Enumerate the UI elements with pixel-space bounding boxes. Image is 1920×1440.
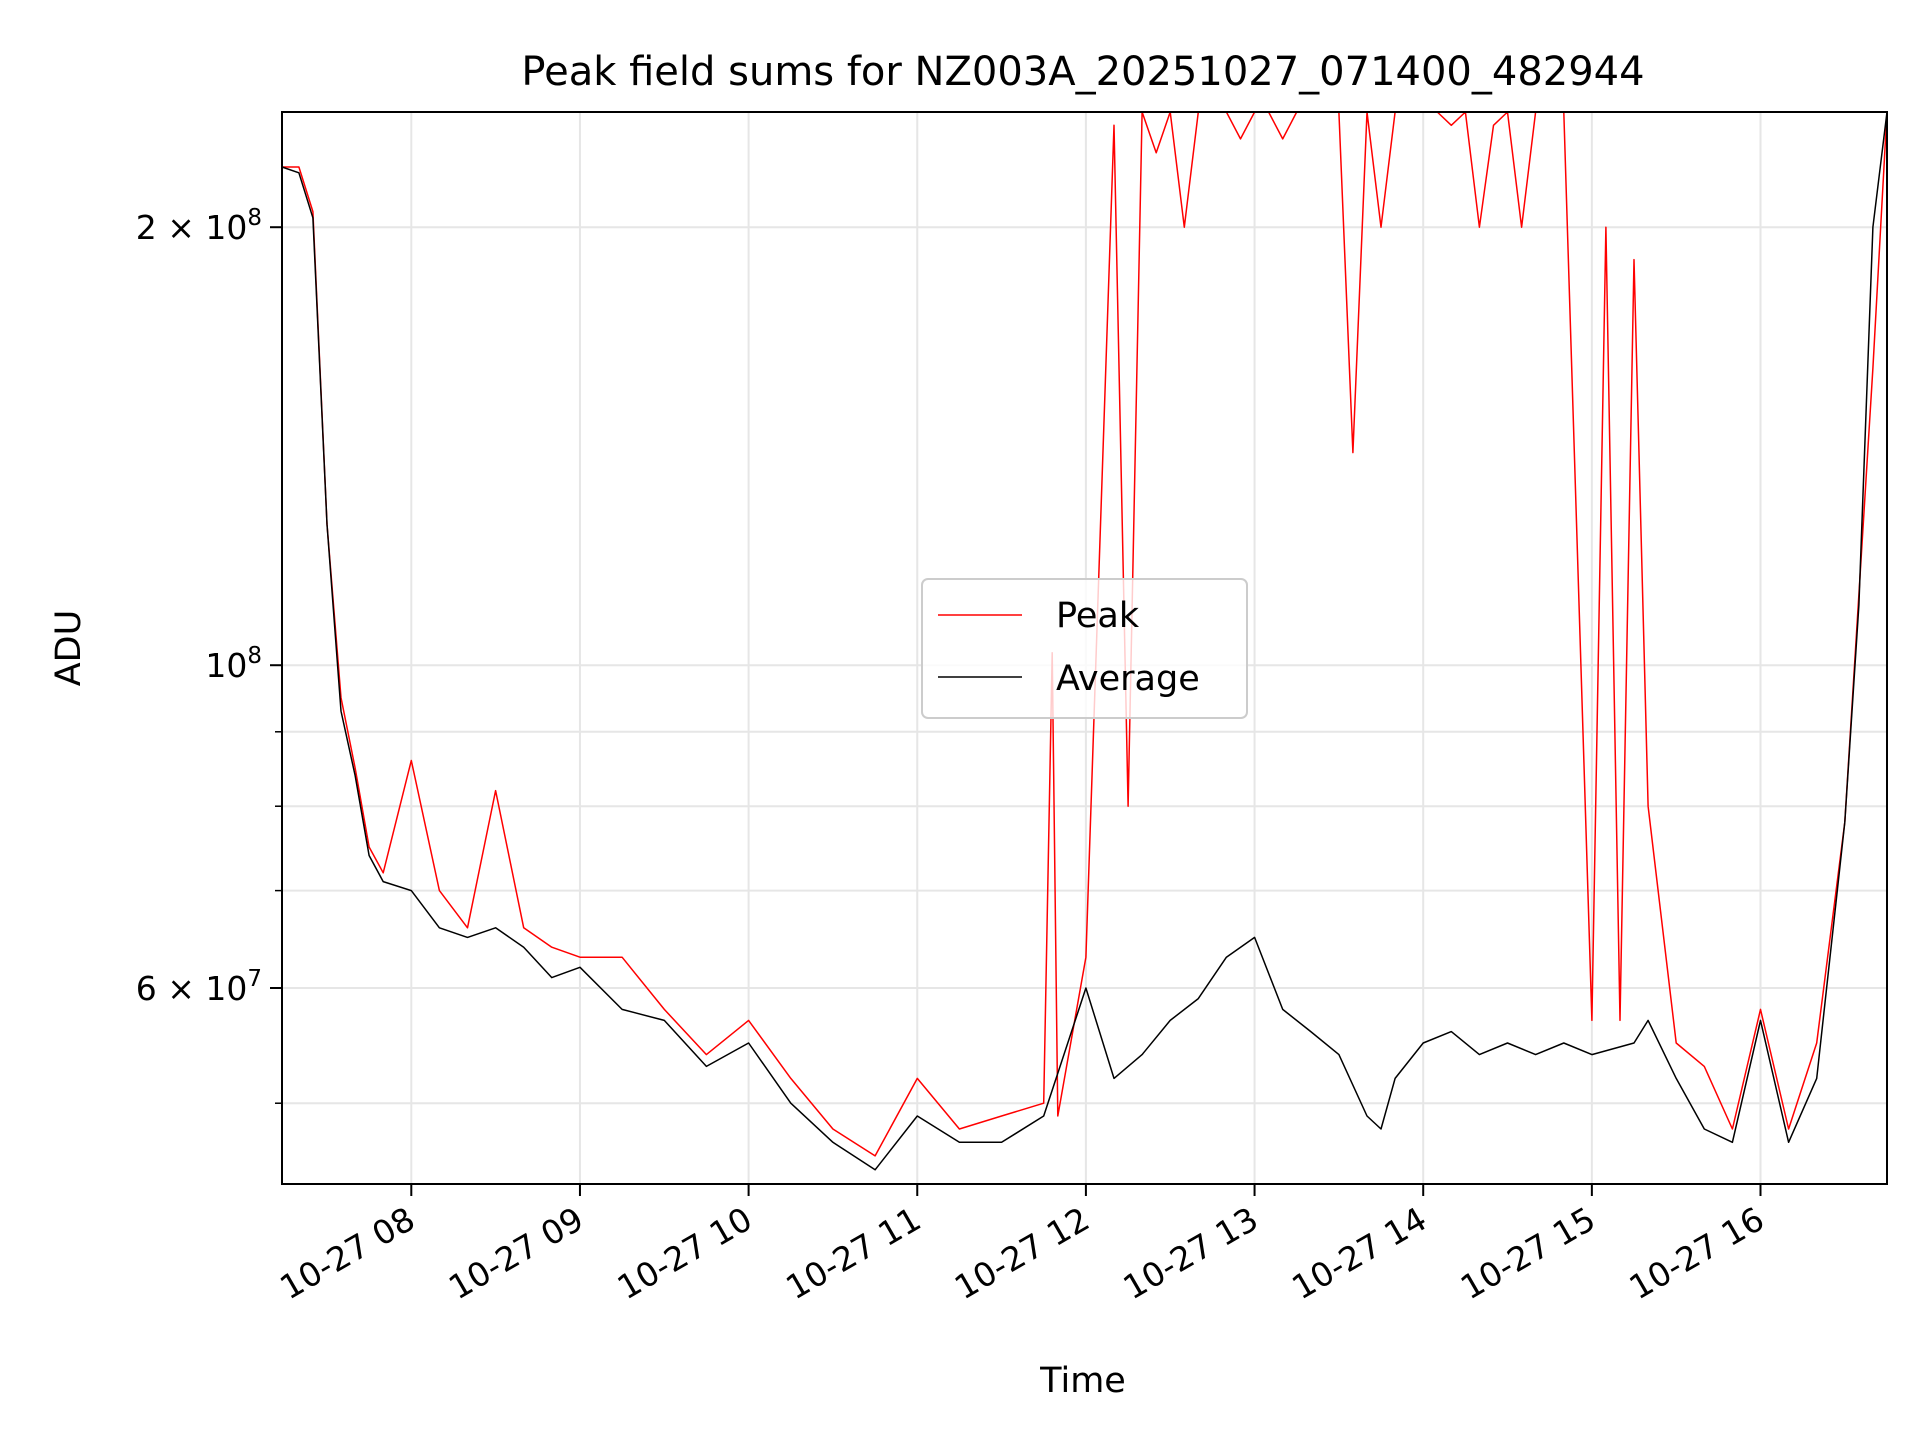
y-tick-exponent: 7: [247, 966, 262, 992]
legend-box: [921, 578, 1248, 719]
legend-label-peak: Peak: [1056, 596, 1140, 636]
y-tick-base: 6 × 10: [136, 969, 248, 1008]
legend-label-average: Average: [1056, 659, 1200, 699]
y-tick-exponent: 8: [247, 205, 262, 231]
series-layer: [281, 111, 1888, 1171]
series-line-peak: [282, 111, 1888, 1157]
legend: Peak Average: [921, 578, 1248, 719]
y-tick-base: 2 × 10: [136, 208, 248, 247]
series-line-average: [281, 111, 1888, 1171]
y-tick-base: 10: [205, 646, 247, 685]
y-axis-label: ADU: [49, 610, 89, 687]
plot-frame: [281, 111, 1888, 1185]
y-tick-exponent: 8: [247, 643, 262, 669]
chart-title: Peak field sums for NZ003A_20251027_0714…: [521, 49, 1644, 95]
y-tick-label: 6 × 107: [136, 966, 262, 1008]
y-tick-label: 2 × 108: [136, 205, 262, 247]
y-tick-label: 108: [205, 643, 262, 685]
x-axis-label: Time: [1039, 1361, 1126, 1401]
